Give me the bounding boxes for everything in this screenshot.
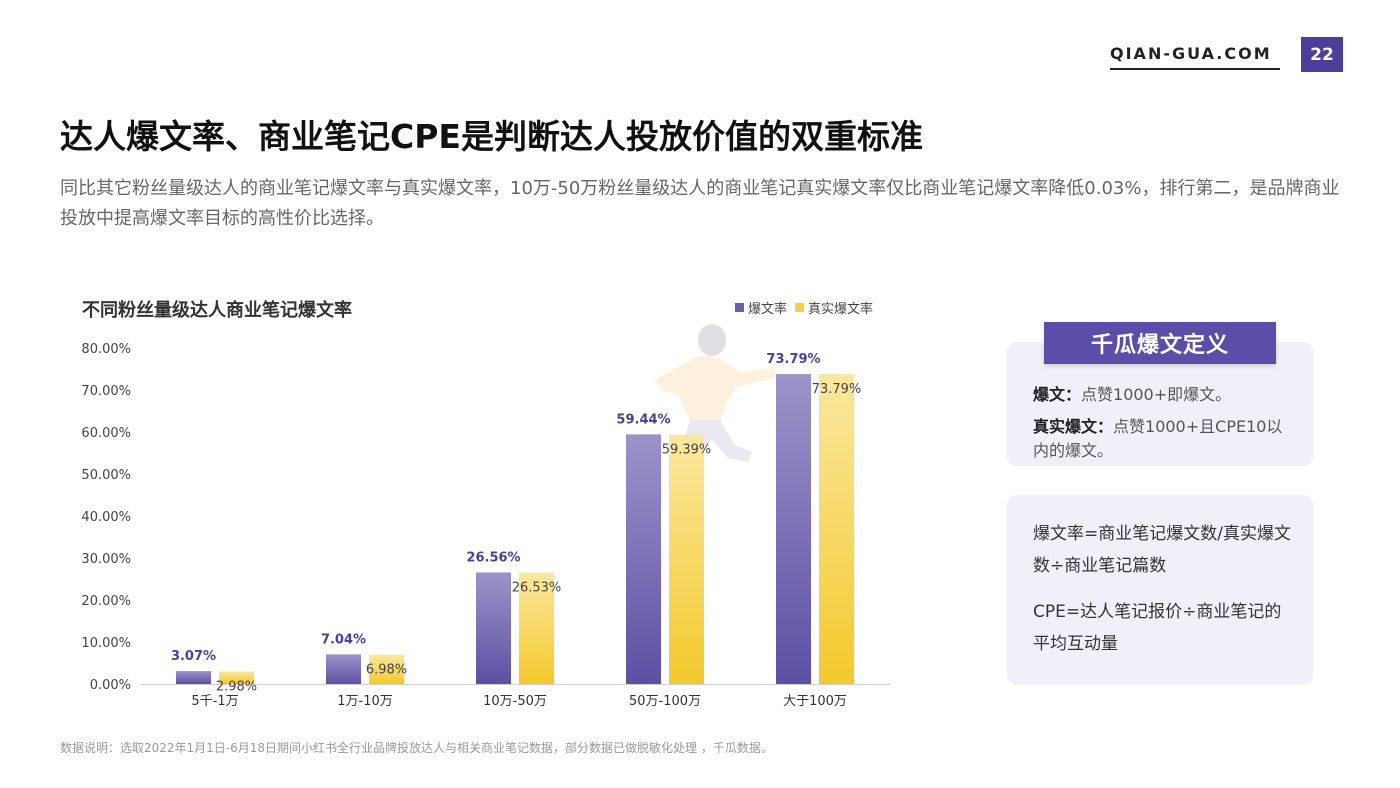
x-tick-label: 5千-1万 [191, 694, 238, 709]
x-tick-label: 1万-10万 [337, 694, 393, 709]
data-footnote: 数据说明：选取2022年1月1日-6月18日期间小红书全行业品牌投放达人与相关商… [60, 741, 773, 755]
data-label-baowen-rate: 73.79% [766, 352, 820, 367]
definition-card-header: 千瓜爆文定义 [1044, 322, 1276, 364]
chart-title: 不同粉丝量级达人商业笔记爆文率 [82, 300, 352, 321]
legend-item-baowen: 爆文率 [735, 298, 787, 317]
definition-desc: 点赞1000+即爆文。 [1081, 385, 1232, 404]
y-tick-label: 10.00% [81, 636, 131, 651]
data-label-baowen-rate: 3.07% [171, 649, 216, 664]
legend-swatch-real-baowen [795, 303, 805, 312]
formula-card [1007, 495, 1313, 685]
data-label-baowen-rate: 7.04% [321, 632, 366, 647]
bar-baowen-rate [176, 671, 211, 684]
data-label-real-baowen-rate: 59.39% [662, 443, 712, 458]
y-tick-label: 70.00% [81, 384, 131, 399]
x-tick-label: 50万-100万 [629, 694, 701, 709]
data-label-baowen-rate: 26.56% [466, 550, 520, 565]
bar-real-baowen-rate [519, 572, 554, 684]
definition-real-baowen: 真实爆文：点赞1000+且CPE10以内的爆文。 [1033, 415, 1295, 463]
formula-cpe: CPE=达人笔记报价÷商业笔记的平均互动量 [1033, 602, 1282, 654]
definition-baowen: 爆文：点赞1000+即爆文。 [1033, 383, 1295, 407]
y-tick-label: 50.00% [81, 468, 131, 483]
legend-label-baowen: 爆文率 [748, 302, 788, 317]
bar-baowen-rate [326, 654, 361, 684]
bar-baowen-rate [476, 572, 511, 684]
legend-label-real-baowen: 真实爆文率 [808, 302, 874, 317]
data-label-real-baowen-rate: 26.53% [512, 581, 562, 596]
bar-real-baowen-rate [819, 374, 854, 684]
definition-desc: 点赞1000+且CPE10以内的爆文。 [1033, 417, 1283, 460]
data-label-real-baowen-rate: 73.79% [812, 382, 862, 397]
bar-baowen-rate [626, 434, 661, 684]
y-tick-label: 20.00% [81, 594, 131, 609]
bar-real-baowen-rate [669, 434, 704, 684]
page-subtitle: 同比其它粉丝量级达人的商业笔记爆文率与真实爆文率，10万-50万粉丝量级达人的商… [60, 178, 1340, 229]
bar-baowen-rate [776, 374, 811, 684]
page-title: 达人爆文率、商业笔记CPE是判断达人投放价值的双重标准 [60, 117, 923, 156]
y-tick-label: 80.00% [81, 342, 131, 357]
legend-swatch-baowen [735, 303, 744, 312]
bar-real-baowen-rate [219, 671, 254, 684]
x-tick-label: 大于100万 [783, 694, 847, 709]
data-label-real-baowen-rate: 6.98% [366, 663, 407, 678]
page-number: 22 [1301, 37, 1343, 72]
y-tick-label: 60.00% [81, 426, 131, 441]
y-tick-label: 0.00% [90, 678, 131, 693]
x-tick-label: 10万-50万 [483, 694, 547, 709]
formula-baowen-rate: 爆文率=商业笔记爆文数/真实爆文数÷商业笔记篇数 [1033, 524, 1291, 576]
y-tick-label: 30.00% [81, 552, 131, 567]
data-label-baowen-rate: 59.44% [616, 412, 670, 427]
brand-logo-text: QIAN-GUA.COM [1110, 44, 1272, 63]
definition-term: 真实爆文： [1033, 417, 1114, 436]
bar-real-baowen-rate [369, 654, 404, 684]
legend-item-real-baowen: 真实爆文率 [795, 298, 873, 317]
brand-underline [1110, 68, 1280, 70]
chart-legend: 爆文率 真实爆文率 [735, 298, 873, 317]
data-label-real-baowen-rate: 2.98% [216, 679, 257, 694]
definition-term: 爆文： [1033, 385, 1082, 404]
y-tick-label: 40.00% [81, 510, 131, 525]
